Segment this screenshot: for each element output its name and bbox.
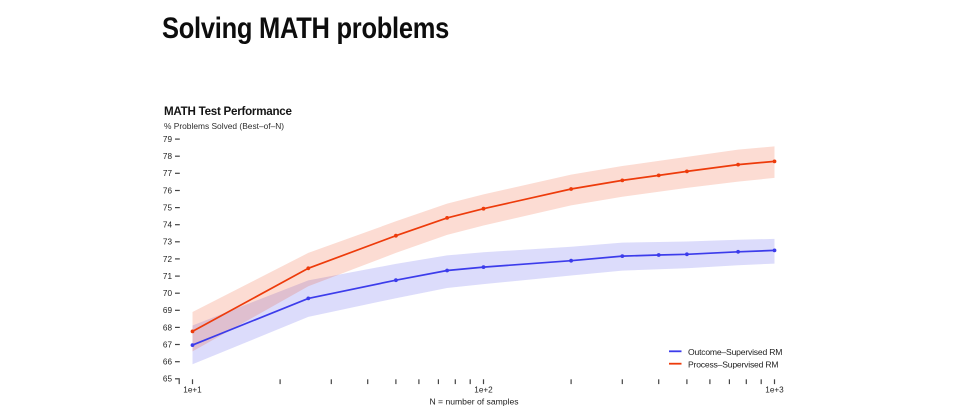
- svg-text:73: 73: [163, 238, 173, 247]
- svg-text:79: 79: [163, 135, 173, 144]
- svg-text:68: 68: [163, 323, 173, 332]
- svg-text:67: 67: [163, 340, 173, 349]
- svg-text:66: 66: [163, 358, 173, 367]
- svg-text:71: 71: [163, 272, 173, 281]
- svg-text:76: 76: [163, 186, 173, 195]
- svg-text:65: 65: [163, 375, 173, 384]
- svg-text:1e+1: 1e+1: [183, 385, 202, 394]
- svg-text:75: 75: [163, 204, 173, 213]
- svg-text:1e+2: 1e+2: [474, 385, 493, 394]
- svg-text:69: 69: [163, 306, 173, 315]
- svg-text:Outcome–Supervised RM: Outcome–Supervised RM: [688, 347, 782, 357]
- svg-text:70: 70: [163, 289, 173, 298]
- svg-text:77: 77: [163, 169, 173, 178]
- svg-text:N = number of samples: N = number of samples: [429, 397, 518, 407]
- svg-text:74: 74: [163, 221, 173, 230]
- svg-text:72: 72: [163, 255, 173, 264]
- svg-text:78: 78: [163, 152, 173, 161]
- svg-text:1e+3: 1e+3: [765, 385, 784, 394]
- svg-text:Process–Supervised RM: Process–Supervised RM: [688, 359, 778, 369]
